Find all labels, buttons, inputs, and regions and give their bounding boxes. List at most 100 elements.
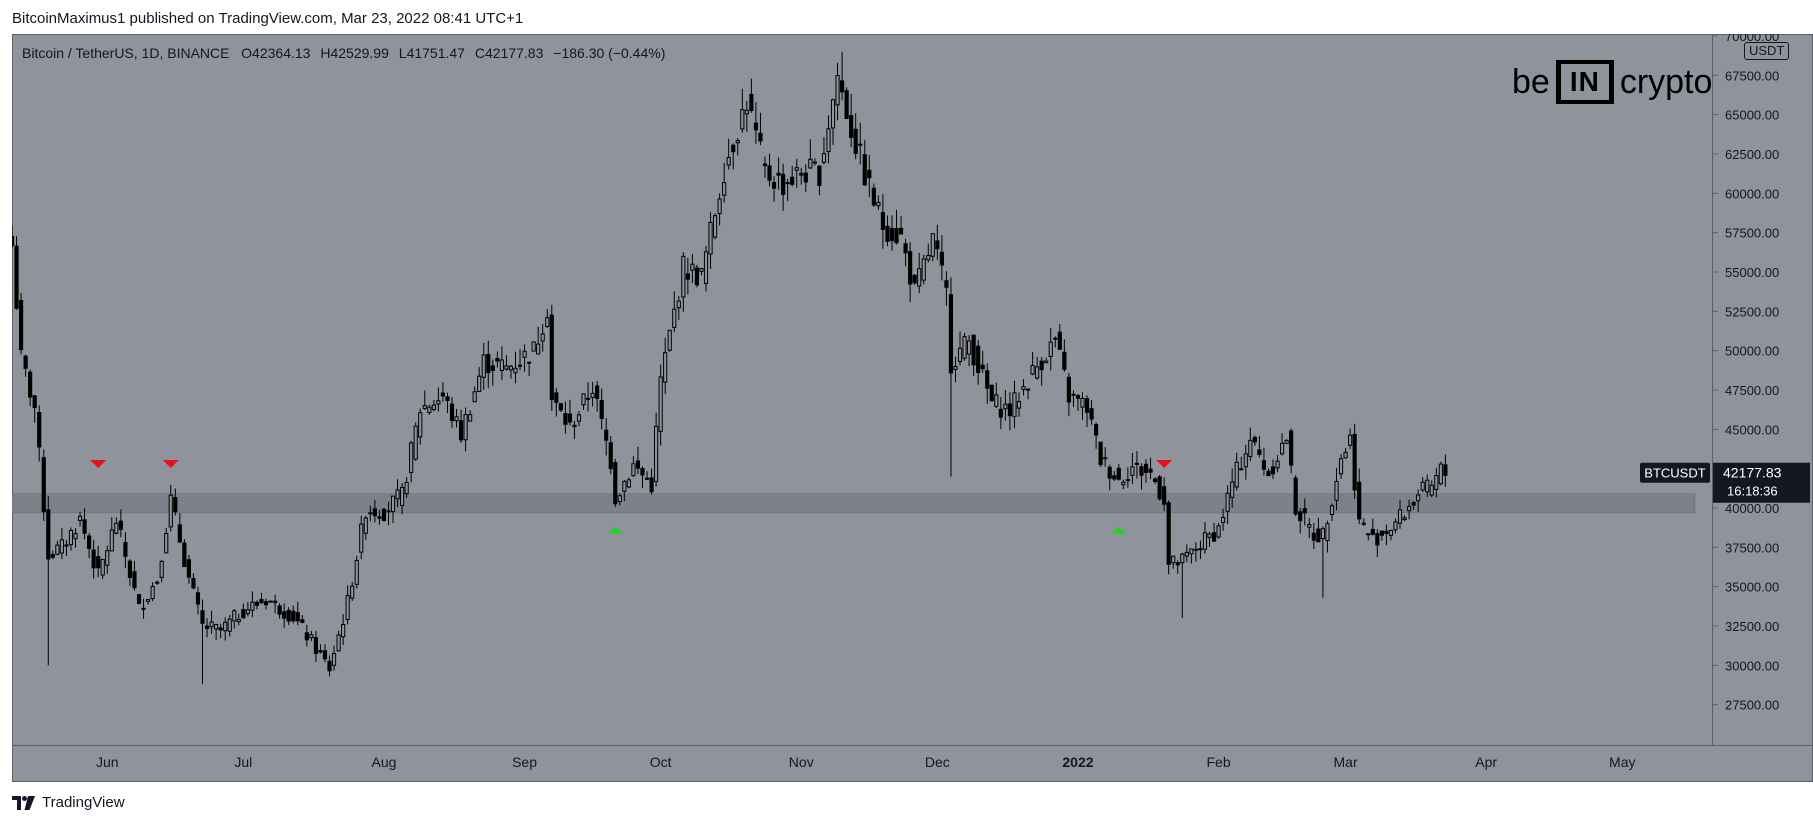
candle-body — [499, 359, 504, 372]
candle-body — [1320, 528, 1325, 540]
candle-body — [926, 254, 931, 261]
candle-body — [141, 607, 146, 610]
candle-body — [508, 365, 514, 371]
candle-body — [858, 143, 863, 146]
candle-body — [649, 477, 654, 493]
candle-body — [717, 198, 722, 215]
tradingview-label: TradingView — [42, 794, 125, 811]
candle-body — [73, 533, 78, 540]
sell-marker — [90, 459, 107, 468]
x-tick-label: Apr — [1475, 754, 1497, 770]
candle-body — [1030, 364, 1035, 375]
candle-body — [1243, 453, 1248, 468]
candle-body — [223, 621, 228, 632]
candle-body — [136, 594, 142, 604]
time-axis[interactable] — [12, 746, 1813, 782]
y-tick-label: 47500.00 — [1725, 383, 1779, 398]
beincrypto-logo: be IN crypto — [1512, 52, 1712, 112]
candle-body — [1166, 502, 1171, 565]
price-axis[interactable] — [1713, 34, 1813, 746]
candle-body — [177, 524, 182, 543]
candle-body — [767, 165, 772, 181]
candle-body — [368, 512, 373, 515]
candle-body — [390, 495, 396, 512]
candle-body — [531, 341, 536, 352]
candle-body — [880, 211, 885, 230]
candle-body — [1080, 397, 1085, 408]
candle-body — [685, 273, 690, 280]
candle-body — [1048, 341, 1053, 357]
candle-body — [1103, 457, 1108, 460]
candle-body — [712, 215, 718, 238]
candle-body — [672, 308, 677, 328]
candle-body — [617, 495, 622, 503]
candle-body — [563, 413, 568, 425]
tradingview-footer[interactable]: TradingView — [12, 794, 125, 811]
candle-body — [1057, 331, 1062, 350]
candle-body — [871, 187, 876, 206]
candle-body — [908, 251, 913, 285]
candle-body — [1139, 466, 1144, 476]
candle-body — [32, 395, 37, 409]
currency-unit-badge[interactable]: USDT — [1744, 42, 1790, 60]
candle-body — [1066, 376, 1071, 403]
candle-body — [1112, 475, 1117, 480]
low-key: L — [398, 45, 407, 61]
y-tick-label: 65000.00 — [1725, 108, 1779, 123]
candle-body — [989, 384, 994, 402]
candle-body — [1044, 360, 1049, 364]
plot-area[interactable] — [12, 34, 1713, 746]
candle-body — [830, 99, 836, 129]
candle-body — [1348, 434, 1353, 446]
candle-body — [159, 560, 164, 578]
y-tick-label: 32500.00 — [1725, 619, 1779, 634]
candle-body — [1025, 388, 1031, 391]
candle-body — [236, 619, 241, 623]
candle-body — [962, 336, 967, 359]
candle-body — [495, 358, 500, 362]
candle-body — [644, 477, 650, 480]
candle-body — [1302, 508, 1307, 514]
high-key: H — [320, 45, 331, 61]
candle-body — [1270, 466, 1276, 475]
candle-body — [889, 227, 895, 242]
tradingview-logo-icon — [12, 795, 35, 810]
candle-body — [599, 400, 604, 419]
candle-body — [771, 182, 777, 189]
candle-body — [55, 544, 60, 555]
candle-body — [1116, 467, 1121, 480]
candle-body — [263, 601, 269, 606]
candle-body — [145, 599, 151, 602]
chart-frame[interactable]: 70000.00 67500.00 65000.00 62500.00 60000.00… — [12, 34, 1813, 782]
candle-body — [885, 225, 890, 242]
x-tick-label: Dec — [925, 754, 950, 770]
candle-body — [1162, 486, 1167, 505]
candle-body — [504, 365, 509, 370]
candle-body — [753, 122, 758, 131]
candle-body — [1384, 530, 1389, 534]
candle-body — [572, 424, 577, 428]
candle-body — [840, 80, 845, 93]
candle-body — [581, 393, 586, 406]
candle-body — [654, 425, 659, 482]
candle-body — [1216, 525, 1221, 538]
candle-body — [372, 508, 377, 517]
brand-right: crypto — [1619, 62, 1713, 101]
candle-body — [1221, 517, 1226, 523]
high-value: 42529.99 — [330, 45, 389, 61]
candle-body — [463, 414, 468, 441]
candle-body — [1211, 532, 1217, 542]
candle-body — [1325, 523, 1330, 542]
candle-body — [354, 559, 359, 585]
candle-body — [1035, 366, 1040, 379]
candle-body — [1125, 479, 1130, 482]
bar-countdown-label: 16:18:36 — [1727, 484, 1778, 499]
candle-body — [862, 154, 867, 186]
symbol-label[interactable]: Bitcoin / TetherUS, 1D, BINANCE — [22, 45, 230, 61]
candle-body — [395, 489, 400, 500]
candle-body — [1252, 436, 1257, 443]
candle-body — [28, 371, 33, 398]
candle-body — [1053, 337, 1058, 340]
candle-body — [363, 517, 368, 534]
candle-body — [1379, 530, 1384, 536]
